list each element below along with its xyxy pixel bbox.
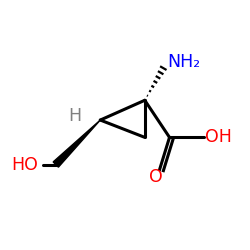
Text: H: H <box>68 107 81 125</box>
Text: HO: HO <box>11 156 38 174</box>
Text: O: O <box>149 168 163 186</box>
Polygon shape <box>53 120 100 167</box>
Text: NH₂: NH₂ <box>168 53 201 71</box>
Text: OH: OH <box>205 128 232 146</box>
